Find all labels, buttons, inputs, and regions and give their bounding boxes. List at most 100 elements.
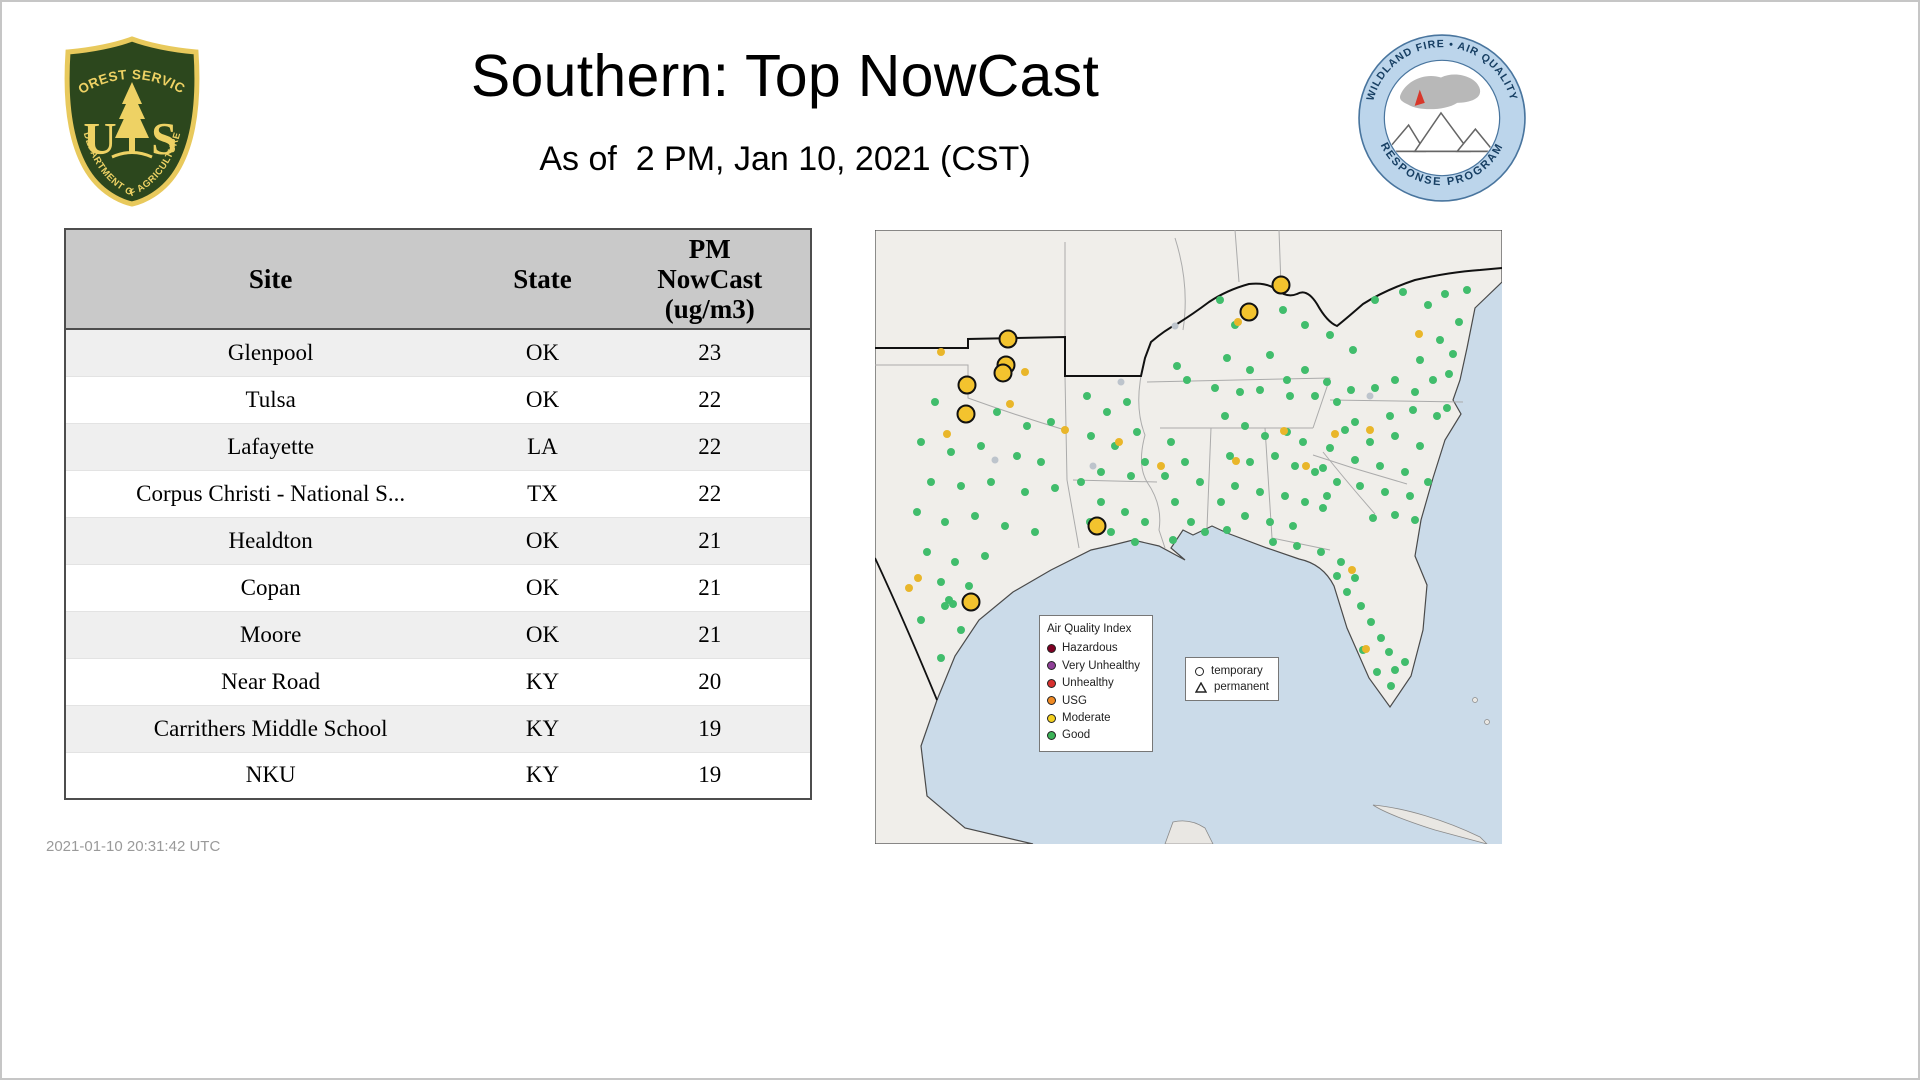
island <box>1484 719 1490 725</box>
aq-program-logo: WILDLAND FIRE • AIR QUALITY RESPONSE PRO… <box>1358 34 1526 202</box>
monitor-dot-good <box>1241 512 1249 520</box>
monitor-dot-good <box>1351 456 1359 464</box>
monitor-dot-good <box>1341 426 1349 434</box>
monitor-dot-good <box>1169 536 1177 544</box>
monitor-dot-good <box>1291 462 1299 470</box>
monitor-dot-moderate <box>1157 462 1165 470</box>
monitor-dot-good <box>1283 376 1291 384</box>
monitor-dot-good <box>1356 482 1364 490</box>
monitor-dot-good <box>993 408 1001 416</box>
table-row: Moore OK 21 <box>65 611 811 658</box>
permanent-marker-icon <box>1195 681 1207 693</box>
monitor-dot-moderate <box>1061 426 1069 434</box>
monitor-dot-good <box>1266 351 1274 359</box>
top-site-marker <box>1271 275 1291 295</box>
monitor-dot-good <box>1261 432 1269 440</box>
state-cell: OK <box>525 574 560 600</box>
site-cell: Lafayette <box>227 433 315 459</box>
monitor-dot-good <box>937 578 945 586</box>
aqi-color-dot <box>1047 678 1056 688</box>
monitor-dot-good <box>1337 558 1345 566</box>
temporary-label: temporary <box>1211 664 1263 677</box>
usfs-letter-u: U <box>83 113 116 164</box>
state-cell: KY <box>525 762 560 788</box>
monitor-dot-good <box>1369 514 1377 522</box>
monitor-dot-good <box>1429 376 1437 384</box>
monitor-dot-good <box>937 654 945 662</box>
monitor-dot-good <box>1047 418 1055 426</box>
site-cell: Corpus Christi - National S... <box>136 480 406 506</box>
monitor-dot-good <box>1269 538 1277 546</box>
monitor-dot-good <box>1256 488 1264 496</box>
aqi-legend-label: Very Unhealthy <box>1062 659 1140 672</box>
monitor-dot-good <box>1333 398 1341 406</box>
monitor-dot-good <box>1271 452 1279 460</box>
page-title: Southern: Top NowCast <box>470 43 1100 109</box>
good-monitor-dots <box>913 286 1471 690</box>
top-site-marker <box>993 363 1013 383</box>
value-cell: 22 <box>698 433 722 459</box>
site-cell: NKU <box>245 762 296 788</box>
monitor-dot-moderate <box>1280 427 1288 435</box>
value-cell: 22 <box>698 480 722 506</box>
region-border <box>875 267 1502 377</box>
table-row: Corpus Christi - National S... TX 22 <box>65 470 811 517</box>
monitor-dot-good <box>947 448 955 456</box>
monitor-dot-good <box>1103 408 1111 416</box>
table-header-row: Site State PM NowCast (ug/m3) <box>65 229 811 330</box>
table-row: Glenpool OK 23 <box>65 329 811 376</box>
monitor-dot-good <box>917 616 925 624</box>
monitor-dot-good <box>931 398 939 406</box>
monitor-dot-good <box>1455 318 1463 326</box>
monitor-dot-moderate <box>1362 645 1370 653</box>
monitor-dot-good <box>1183 376 1191 384</box>
column-header-site: Site <box>65 229 476 330</box>
monitor-dot-good <box>1326 331 1334 339</box>
usfs-shield-logo: FOREST SERVICE U S DEPARTMENT OF AGRICUL… <box>56 34 200 207</box>
value-cell: 23 <box>698 339 722 365</box>
monitor-dot-good <box>1226 452 1234 460</box>
value-cell: 20 <box>698 668 722 694</box>
aqi-legend-label: USG <box>1062 694 1087 707</box>
value-cell: 19 <box>698 715 722 741</box>
monitor-dot-moderate <box>1415 330 1423 338</box>
monitor-dot-good <box>1281 492 1289 500</box>
monitor-dot-good <box>1391 376 1399 384</box>
monitor-dot-good <box>1386 412 1394 420</box>
aqi-legend-item: Very Unhealthy <box>1047 659 1145 673</box>
monitor-dot-good <box>1013 452 1021 460</box>
monitor-dot-good <box>1411 388 1419 396</box>
state-cell: OK <box>525 621 560 647</box>
monitor-dot-good <box>949 600 957 608</box>
monitor-dot-good <box>1449 350 1457 358</box>
monitor-dot-good <box>1317 548 1325 556</box>
monitor-dot-good <box>1366 438 1374 446</box>
aqi-legend-label: Hazardous <box>1062 642 1118 655</box>
state-cell: TX <box>527 480 558 506</box>
monitor-dot-good <box>1241 422 1249 430</box>
aqi-legend-label: Good <box>1062 729 1091 742</box>
inactive-monitor-dots <box>991 322 1374 470</box>
monitor-dot-good <box>1424 301 1432 309</box>
monitor-dot-inactive <box>991 456 999 464</box>
monitor-dot-good <box>1246 458 1254 466</box>
monitor-dot-good <box>1376 462 1384 470</box>
monitor-dot-inactive <box>1117 378 1125 386</box>
monitor-dot-good <box>1097 468 1105 476</box>
monitor-dot-moderate <box>1115 438 1123 446</box>
monitor-dot-good <box>977 442 985 450</box>
monitor-dot-good <box>1236 388 1244 396</box>
monitor-dot-good <box>1051 484 1059 492</box>
monitor-dot-good <box>1301 321 1309 329</box>
state-cell: OK <box>525 527 560 553</box>
monitor-dot-inactive <box>1171 322 1179 330</box>
monitor-dot-good <box>1401 468 1409 476</box>
aqi-map: Air Quality Index Hazardous Very Unhealth… <box>875 230 1502 844</box>
monitor-dot-good <box>941 602 949 610</box>
monitor-dot-good <box>1351 418 1359 426</box>
monitor-dot-moderate <box>1006 400 1014 408</box>
monitor-dot-good <box>913 508 921 516</box>
aqi-legend-items: Hazardous Very Unhealthy Unhealthy USG Moder… <box>1047 641 1145 742</box>
monitor-dot-moderate <box>937 348 945 356</box>
